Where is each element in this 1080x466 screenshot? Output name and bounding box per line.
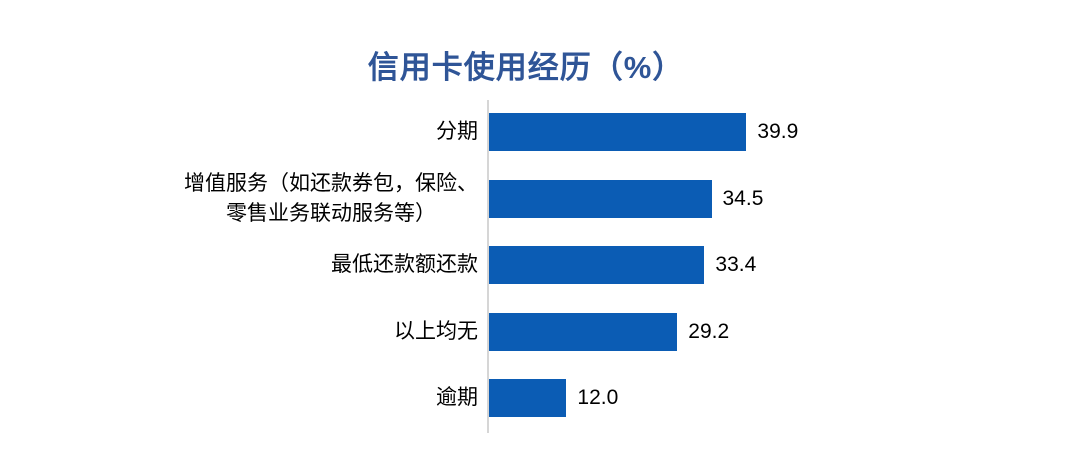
bar-cell: 33.4 (489, 246, 757, 285)
category-label: 最低还款额还款 (331, 253, 478, 277)
data-label: 33.4 (715, 253, 757, 277)
category-axis-line (487, 100, 489, 433)
data-label: 39.9 (757, 120, 799, 144)
category-label: 以上均无 (394, 319, 478, 343)
data-label: 29.2 (688, 319, 730, 343)
data-label: 34.5 (722, 186, 764, 210)
bar-cell: 34.5 (489, 179, 764, 218)
bar-row-none-of-above: 以上均无 29.2 (0, 299, 1080, 366)
category-label-cell: 以上均无 (0, 317, 478, 347)
bar-installment (489, 113, 747, 152)
category-label-cell: 增值服务（如还款券包，保险、 零售业务联动服务等） (0, 169, 478, 229)
bar-minimum-repayment (489, 246, 705, 285)
bar-row-overdue: 逾期 12.0 (0, 365, 1080, 432)
bar-overdue (489, 379, 567, 418)
category-label: 增值服务（如还款券包，保险、 零售业务联动服务等） (184, 171, 478, 225)
chart-title: 信用卡使用经历（%） (367, 50, 685, 85)
category-label-cell: 逾期 (0, 383, 478, 413)
bar-cell: 29.2 (489, 312, 730, 351)
category-label-cell: 最低还款额还款 (0, 250, 478, 280)
category-label-cell: 分期 (0, 117, 478, 147)
bar-value-added-services (489, 179, 712, 218)
bar-cell: 12.0 (489, 379, 619, 418)
bar-row-minimum-repayment: 最低还款额还款 33.4 (0, 232, 1080, 299)
bar-row-value-added-services: 增值服务（如还款券包，保险、 零售业务联动服务等） 34.5 (0, 166, 1080, 233)
category-label: 分期 (436, 120, 478, 144)
bar-row-installment: 分期 39.9 (0, 99, 1080, 166)
bar-rows: 分期 39.9 增值服务（如还款券包，保险、 零售业务联动服务等） 34.5 最… (0, 99, 1080, 432)
category-label: 逾期 (436, 386, 478, 410)
data-label: 12.0 (577, 386, 619, 410)
bar-none-of-above (489, 312, 678, 351)
bar-cell: 39.9 (489, 113, 799, 152)
